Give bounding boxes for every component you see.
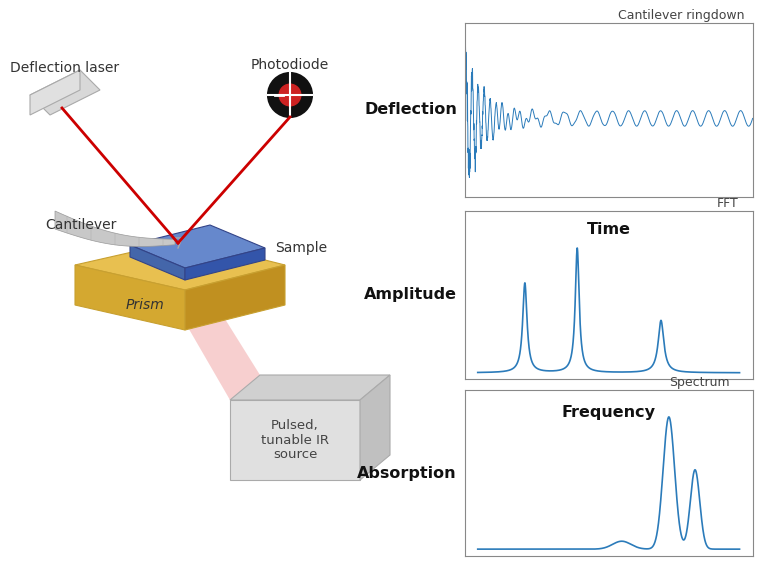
Polygon shape xyxy=(30,70,100,115)
Polygon shape xyxy=(55,211,175,246)
Circle shape xyxy=(278,83,302,107)
Text: Deflection laser: Deflection laser xyxy=(10,61,119,75)
Circle shape xyxy=(268,73,312,117)
Text: Sample: Sample xyxy=(275,241,327,255)
Text: Amplitude: Amplitude xyxy=(364,287,457,303)
Text: Absorption: Absorption xyxy=(357,466,457,481)
Polygon shape xyxy=(185,265,285,330)
Text: Time: Time xyxy=(587,222,631,237)
Text: FFT: FFT xyxy=(717,197,738,210)
Polygon shape xyxy=(230,375,390,400)
Polygon shape xyxy=(130,245,185,280)
Polygon shape xyxy=(175,295,260,400)
Text: Cantilever: Cantilever xyxy=(45,218,117,232)
Polygon shape xyxy=(130,225,265,268)
Text: Photodiode: Photodiode xyxy=(251,58,329,72)
Text: Pulsed,
tunable IR
source: Pulsed, tunable IR source xyxy=(261,418,329,462)
Text: Cantilever ringdown: Cantilever ringdown xyxy=(617,9,744,22)
Polygon shape xyxy=(75,265,185,330)
Polygon shape xyxy=(30,70,80,115)
Text: Spectrum: Spectrum xyxy=(669,376,730,389)
Polygon shape xyxy=(360,375,390,480)
Polygon shape xyxy=(230,400,360,480)
Text: Deflection: Deflection xyxy=(364,102,457,117)
Text: Frequency: Frequency xyxy=(561,405,656,420)
Polygon shape xyxy=(75,240,285,290)
Text: Prism: Prism xyxy=(126,298,164,312)
Polygon shape xyxy=(185,248,265,280)
